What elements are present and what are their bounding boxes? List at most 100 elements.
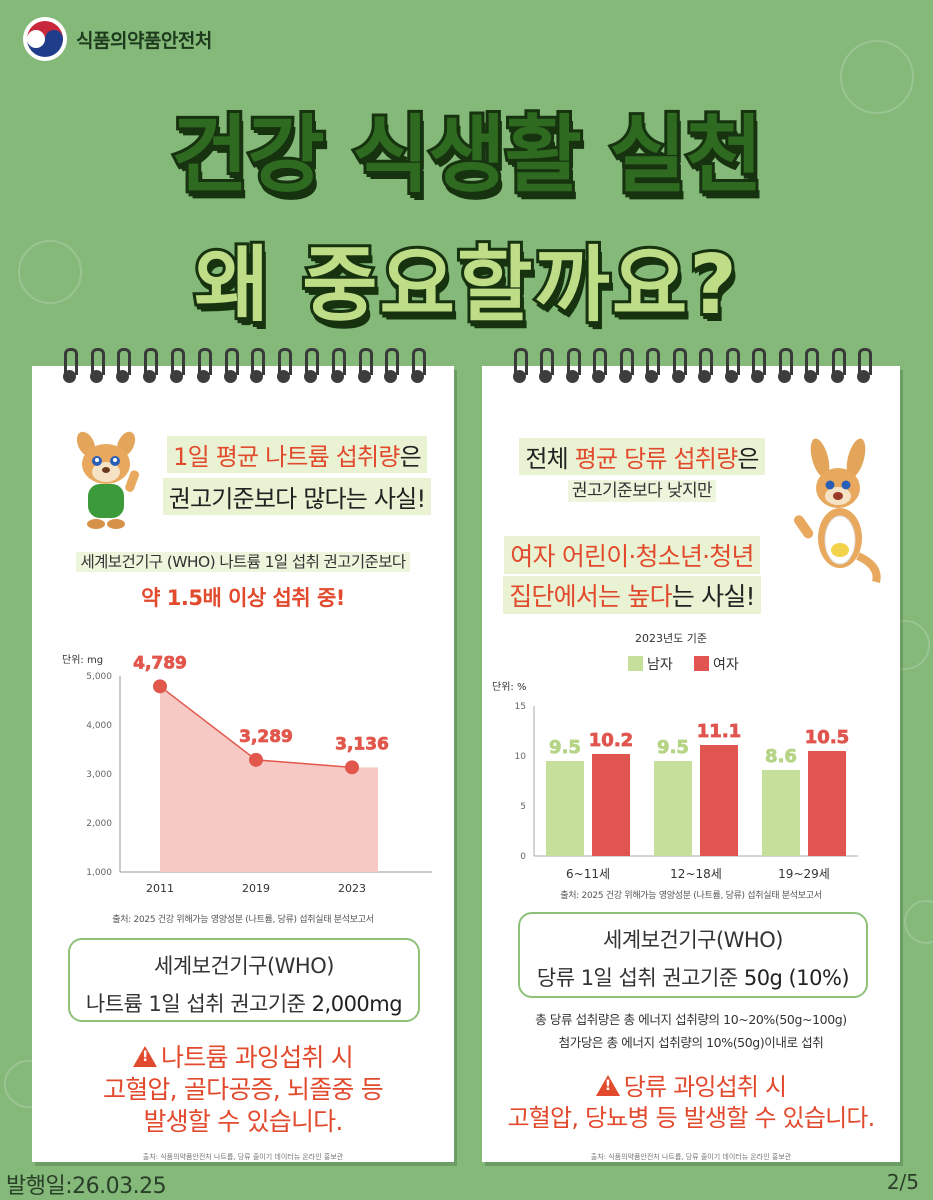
x-tick-label: 2023 — [338, 882, 366, 895]
x-tick-label: 2019 — [242, 882, 270, 895]
main-title: 건강 식생활 실천 — [168, 103, 765, 207]
sugar-headline-prefix: 전체 — [525, 445, 575, 473]
legend-swatch — [694, 656, 709, 671]
sodium-sub: 세계보건기구 (WHO) 나트륨 1일 섭취 권고기준보다 — [32, 550, 454, 572]
kangaroo-mascot-icon — [76, 431, 139, 529]
taegeuk-emblem-icon — [23, 17, 67, 61]
sodium-bottom-source: 출처: 식품의약품안전처 나트륨, 당류 줄이기 데이터뉴 온라인 홍보관 — [142, 1153, 344, 1161]
sodium-who-box: 세계보건기구(WHO) 나트륨 1일 섭취 권고기준 2,000mg — [68, 938, 420, 1022]
sugar-unit-label: 단위: % — [492, 680, 526, 693]
sugar-note-2: 첨가당은 총 에너지 섭취량의 10%(50g)이내로 섭취 — [558, 1035, 824, 1051]
sugar-value-label: 9.5 — [549, 737, 581, 758]
sugar-bar — [700, 745, 738, 856]
legend-label: 여자 — [713, 657, 739, 673]
y-tick-label: 15 — [515, 702, 526, 712]
sodium-value-label: 4,789 — [133, 653, 187, 673]
sodium-point — [249, 752, 263, 767]
sugar-who-standard: 당류 1일 섭취 권고기준 50g (10%) — [520, 962, 866, 992]
sodium-source: 출처: 2025 건강 위해가능 영양성분 (나트륨, 당류) 섭취실태 분석보… — [112, 915, 374, 925]
sugar-source: 출처: 2025 건강 위해가능 영양성분 (나트륨, 당류) 섭취실태 분석보… — [560, 891, 822, 901]
ministry-name: 식품의약품안전처 — [76, 29, 212, 52]
y-tick-label: 5 — [520, 802, 526, 812]
sugar-who-title: 세계보건기구(WHO) — [603, 928, 783, 952]
sugar-bar — [546, 761, 584, 856]
sodium-warning-line2: 고혈압, 골다공증, 뇌졸중 등 — [103, 1075, 384, 1104]
sugar-emph-line1: 여자 어린이·청소년·청년 — [482, 536, 782, 574]
sodium-who-standard-label: 나트륨 1일 섭취 권고기준 — [85, 992, 312, 1016]
legend-label: 남자 — [647, 657, 673, 673]
page-number: 2/5 — [886, 1170, 919, 1194]
main-subtitle: 왜 중요할까요? — [191, 235, 740, 336]
sugar-emph-line1-text: 여자 어린이·청소년·청년 — [504, 536, 760, 574]
y-tick-label: 2,000 — [86, 819, 112, 829]
sodium-card: 1일 평균 나트륨 섭취량은 권고기준보다 많다는 사실! 세계보건기구 (WH… — [32, 348, 454, 1162]
sugar-headline-line2: 권고기준보다 낮지만 — [502, 476, 782, 502]
sugar-value-label: 10.2 — [589, 730, 633, 751]
background-doodle — [904, 900, 933, 944]
sodium-chart: 단위: mg 1,000 2,000 3,000 4,000 5,000 4,789 201… — [62, 653, 432, 895]
sodium-headline-line2: 권고기준보다 많다는 사실! — [142, 478, 452, 515]
sugar-bar — [654, 761, 692, 856]
sodium-sub-text: 세계보건기구 (WHO) 나트륨 1일 섭취 권고기준보다 — [76, 552, 410, 572]
y-tick-label: 5,000 — [86, 672, 112, 682]
kangaroo-mascot-icon — [794, 438, 881, 583]
sugar-emph-line2-rest: 는 사실! — [671, 582, 756, 611]
ministry-logo: 식품의약품안전처 — [22, 16, 212, 62]
sugar-emph-line2-red: 집단에서는 높다 — [509, 582, 672, 611]
sugar-headline: 전체 평균 당류 섭취량은 — [502, 438, 782, 475]
sugar-card: 전체 평균 당류 섭취량은 권고기준보다 낮지만 여자 어린이·청소년·청년 집… — [482, 348, 900, 1162]
sodium-warning: 나트륨 과잉섭취 시 고혈압, 골다공증, 뇌졸중 등 발생할 수 있습니다. — [32, 1042, 454, 1138]
sodium-who-title: 세계보건기구(WHO) — [154, 954, 334, 978]
x-tick-label: 19~29세 — [778, 867, 830, 881]
sugar-warning: 당류 과잉섭취 시 고혈압, 당뇨병 등 발생할 수 있습니다. — [482, 1072, 900, 1133]
sodium-headline: 1일 평균 나트륨 섭취량은 — [142, 436, 452, 473]
sugar-headline-emph: 평균 당류 섭취량 — [574, 445, 738, 473]
sugar-chart-title: 2023년도 기준 — [635, 632, 707, 645]
sugar-headline-suffix: 은 — [737, 445, 759, 473]
sugar-emph-line2: 집단에서는 높다는 사실! — [482, 576, 782, 614]
sodium-who-standard: 나트륨 1일 섭취 권고기준 2,000mg — [70, 988, 418, 1018]
sodium-value-label: 3,136 — [335, 734, 389, 754]
x-tick-label: 6~11세 — [566, 867, 610, 881]
binder-rings — [482, 348, 900, 383]
sodium-headline-line2-text: 권고기준보다 많다는 사실! — [162, 478, 432, 515]
y-tick-label: 1,000 — [86, 868, 112, 878]
background-doodle — [840, 40, 914, 114]
x-tick-label: 12~18세 — [670, 867, 722, 881]
y-tick-label: 0 — [520, 852, 526, 862]
sugar-bar — [762, 770, 800, 856]
sodium-unit-label: 단위: mg — [62, 653, 103, 666]
sodium-point — [345, 760, 359, 775]
sodium-area — [160, 686, 378, 872]
y-tick-label: 10 — [515, 752, 527, 762]
sodium-warning-line3: 발생할 수 있습니다. — [143, 1107, 343, 1136]
sugar-bar — [592, 754, 630, 856]
sodium-value-label: 3,289 — [239, 727, 293, 747]
x-tick-label: 2011 — [146, 882, 174, 895]
sugar-bottom-source: 출처: 식품의약품안전처 나트륨, 당류 줄이기 데이터뉴 온라인 홍보관 — [590, 1153, 792, 1161]
sugar-value-label: 11.1 — [697, 721, 741, 742]
sodium-who-standard-value: 2,000mg — [311, 992, 403, 1016]
publish-date: 발행일:26.03.25 — [6, 1174, 167, 1199]
background-doodle — [18, 240, 82, 304]
legend-swatch — [628, 656, 643, 671]
sodium-warning-line1: 나트륨 과잉섭취 시 — [161, 1043, 354, 1072]
sodium-headline-suffix: 은 — [399, 443, 422, 471]
sodium-sub-emph: 약 1.5배 이상 섭취 중! — [141, 586, 345, 610]
binder-rings — [32, 348, 454, 383]
warning-icon — [595, 1075, 620, 1096]
sugar-who-box: 세계보건기구(WHO) 당류 1일 섭취 권고기준 50g (10%) — [518, 912, 868, 998]
sugar-headline-line2-text: 권고기준보다 낮지만 — [567, 480, 717, 502]
sugar-note-1: 총 당류 섭취량은 총 에너지 섭취량의 10~20%(50g~100g) — [535, 1012, 847, 1027]
y-tick-label: 3,000 — [86, 770, 112, 780]
sodium-point — [153, 679, 167, 694]
sugar-bar — [808, 751, 846, 856]
sugar-warning-line2: 고혈압, 당뇨병 등 발생할 수 있습니다. — [507, 1103, 875, 1132]
sugar-who-standard-value: 50g (10%) — [743, 966, 850, 990]
sodium-headline-emph: 1일 평균 나트륨 섭취량 — [173, 443, 400, 471]
sugar-value-label: 8.6 — [765, 746, 797, 767]
sugar-value-label: 10.5 — [805, 727, 849, 748]
sugar-who-standard-label: 당류 1일 섭취 권고기준 — [536, 966, 744, 990]
warning-icon — [133, 1046, 158, 1067]
